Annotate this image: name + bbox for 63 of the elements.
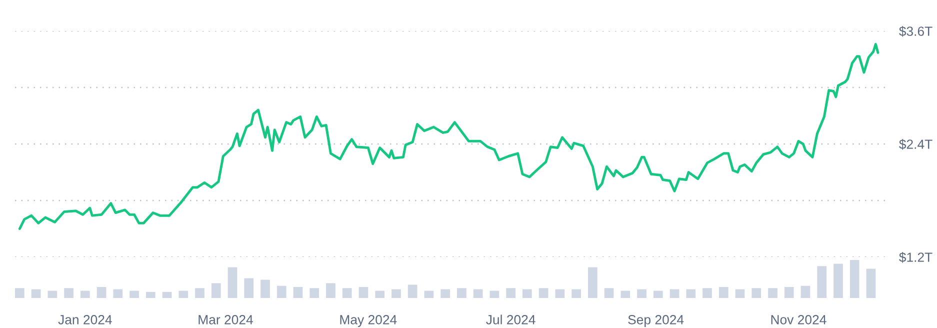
bar xyxy=(800,286,810,298)
x-tick-label: May 2024 xyxy=(340,315,397,327)
bar xyxy=(195,288,204,298)
bar xyxy=(80,290,90,298)
bar xyxy=(424,290,434,298)
x-tick-label: Jan 2024 xyxy=(58,315,112,324)
bar xyxy=(538,288,548,298)
bar xyxy=(358,286,368,298)
bar xyxy=(375,290,385,298)
y-tick-label: $1.2T xyxy=(899,252,932,263)
bar xyxy=(244,278,254,298)
bar xyxy=(276,286,286,298)
x-tick-label: Mar 2024 xyxy=(198,315,253,324)
y-tick-label: $3.6T xyxy=(899,26,932,37)
bar xyxy=(588,267,598,298)
bar xyxy=(146,292,156,298)
bar xyxy=(670,289,680,298)
bar xyxy=(817,266,827,298)
bar xyxy=(15,288,24,298)
bar xyxy=(834,264,843,298)
bar xyxy=(866,268,876,298)
bar xyxy=(850,260,860,298)
bar xyxy=(686,289,696,298)
bar xyxy=(768,288,778,298)
line-series xyxy=(18,42,880,230)
bar xyxy=(457,288,466,298)
bar xyxy=(326,283,336,298)
bar xyxy=(260,280,270,298)
bar xyxy=(473,289,483,298)
bar xyxy=(440,289,450,298)
y-tick-label: $2.4T xyxy=(899,139,932,150)
bar xyxy=(604,288,614,298)
bar xyxy=(555,289,565,298)
bar xyxy=(178,290,188,298)
bar xyxy=(735,289,745,298)
bar xyxy=(64,288,74,298)
bar xyxy=(392,289,401,298)
bar xyxy=(310,288,320,298)
bar xyxy=(620,290,630,298)
bar xyxy=(48,290,58,298)
bar xyxy=(96,286,106,298)
bar xyxy=(490,290,500,298)
bar xyxy=(130,290,139,298)
x-tick-label: Sep 2024 xyxy=(628,315,684,327)
bar xyxy=(752,288,762,298)
x-tick-label: Jul 2024 xyxy=(486,314,536,324)
bar xyxy=(113,289,123,298)
bar xyxy=(637,289,646,298)
bar xyxy=(211,283,221,298)
bar xyxy=(228,267,238,298)
bar xyxy=(653,290,663,298)
bar xyxy=(408,284,418,298)
bar xyxy=(572,289,581,298)
bar xyxy=(506,288,516,298)
bar xyxy=(342,288,352,298)
bar xyxy=(31,289,41,298)
bar xyxy=(162,292,172,298)
x-tick-label: Nov 2024 xyxy=(771,315,826,324)
bar xyxy=(702,288,712,298)
bar xyxy=(522,289,532,298)
bar xyxy=(293,286,303,298)
bar xyxy=(718,286,728,298)
bar xyxy=(784,286,794,298)
